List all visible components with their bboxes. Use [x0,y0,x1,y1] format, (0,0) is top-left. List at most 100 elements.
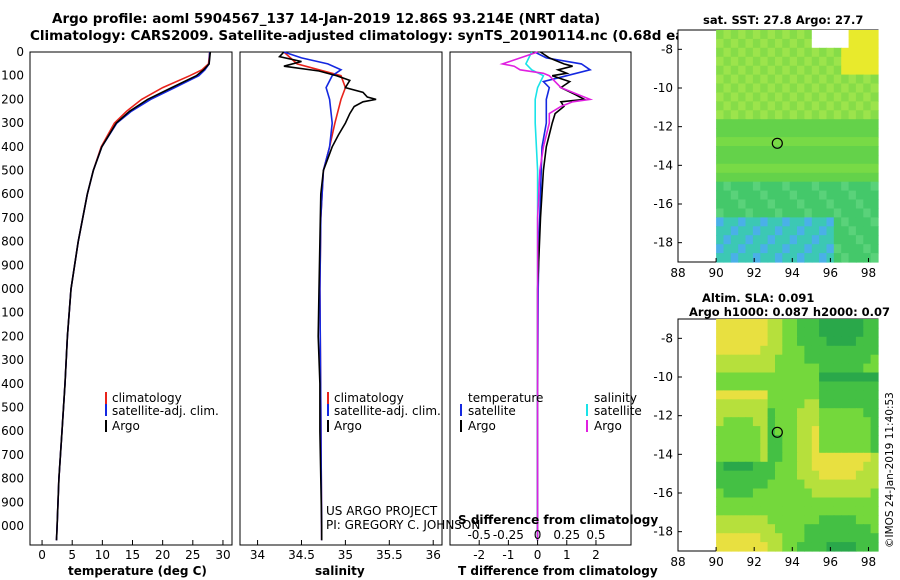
map-cell [819,381,828,391]
map-cell [833,524,842,534]
map-cell [760,128,769,138]
map-cell [767,542,776,552]
map-cell [789,336,798,347]
map-cell [730,390,739,400]
map-cell [826,137,835,147]
map-cell [752,38,761,49]
map-cell [745,515,754,525]
map-cell [789,345,798,356]
map-cell [738,146,747,156]
x-tick-label: 0 [38,548,46,562]
map-cell [870,390,879,400]
map-cell [870,128,879,138]
map-cell [782,217,791,227]
map-cell [782,128,791,138]
map-cell [752,190,761,201]
map-cell [863,253,872,263]
map-cell [811,408,820,418]
map-cell [833,345,842,356]
map-cell [863,244,872,254]
map-cell [819,56,828,67]
map-cell [716,408,725,418]
map-cell [863,515,872,525]
map-cell [841,426,850,436]
map-cell [833,47,842,58]
map-cell [760,381,769,391]
map-cell [870,515,879,525]
map-cell [723,146,732,156]
map-cell [841,408,850,418]
map-cell [767,417,776,427]
map-cell [863,226,872,236]
map-cell [789,399,798,409]
map-cell [804,319,813,329]
map-cell [863,470,872,481]
map-cell [782,172,791,183]
map-cell [855,336,864,347]
map-lon-label: 92 [747,266,762,280]
map-cell [775,146,783,156]
map-cell [745,92,754,102]
map-cell [730,217,739,227]
x-tick-label-secondary: 0.25 [553,528,580,542]
map-cell [738,336,747,347]
map-cell [723,172,732,183]
map-cell [870,146,879,156]
map-cell [811,128,820,138]
map-cell [848,408,857,418]
map-cell [833,172,842,183]
map-cell [752,479,761,490]
map-cell [789,461,798,472]
map-cell [775,154,783,165]
map-cell [826,372,835,382]
map-cell [819,524,828,534]
depth-tick-label: 1600 [0,424,24,438]
t-difference-xlabel: T difference from climatology [458,564,658,578]
map-cell [782,354,791,365]
map-cell [767,426,776,436]
map-cell [870,327,879,338]
map-cell [716,235,725,245]
map-cell [863,38,872,49]
map-cell [760,399,769,409]
map-cell [760,354,769,365]
map-lon-label: 94 [785,266,800,280]
map-cell [767,172,776,183]
map-cell [745,235,754,245]
map-cell [716,461,725,472]
map-cell [760,542,769,552]
map-cell [730,110,739,120]
map-cell [841,83,850,93]
map-cell [841,488,850,498]
map-cell [716,199,725,209]
map-cell [730,542,739,552]
map-cell [819,128,828,138]
map-cell [819,110,828,120]
map-cell [848,253,857,263]
map-cell [826,119,835,129]
map-cell [833,92,842,102]
map-cell [775,208,783,218]
map-cell [819,137,828,147]
map-cell [841,226,850,236]
map-cell [716,497,725,507]
map-cell [730,461,739,472]
map-cell [826,172,835,183]
map-cell [819,336,828,347]
map-cell [841,47,850,58]
map-cell [752,235,761,245]
map-cell [841,461,850,472]
map-cell [797,74,805,85]
map-cell [752,101,761,111]
profile-location-marker [771,426,783,438]
series-argo [55,51,212,541]
map-cell [797,488,805,498]
map-cell [716,506,725,516]
map-cell [819,363,828,374]
map-cell [752,488,761,498]
map-cell [848,363,857,374]
map-cell [775,319,783,329]
map-cell [716,146,725,156]
map-lat-label: -16 [653,486,673,500]
